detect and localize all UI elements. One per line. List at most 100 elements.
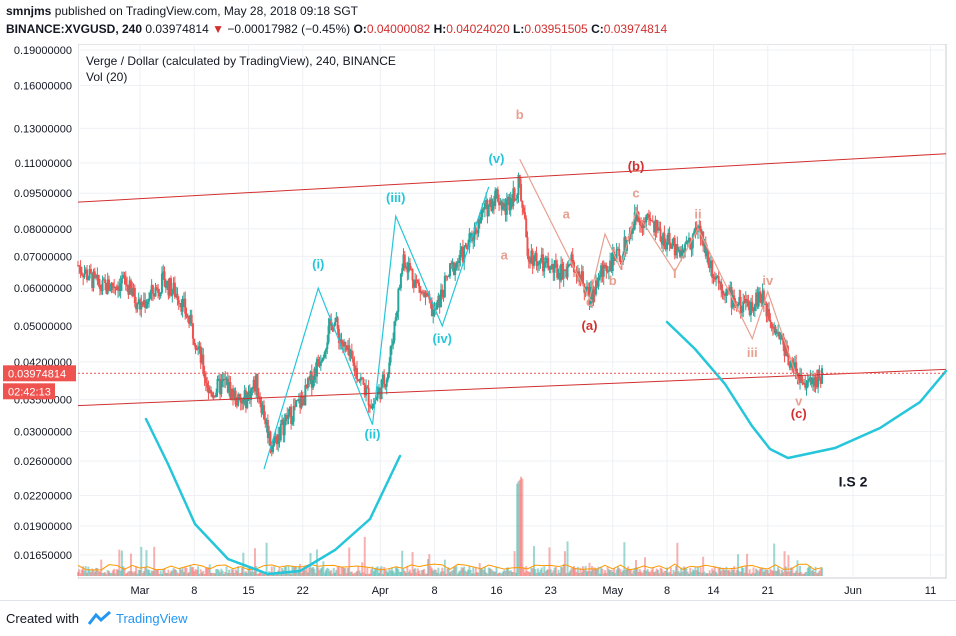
candle-body — [685, 240, 688, 244]
candle-body — [238, 394, 241, 398]
candle-body — [235, 404, 238, 406]
volume-bar — [142, 571, 145, 576]
candle-body — [733, 295, 736, 306]
volume-bar — [123, 567, 126, 576]
volume-bar — [775, 570, 778, 576]
candle-body — [313, 368, 316, 380]
volume-bar — [237, 566, 240, 576]
volume-bar — [512, 572, 515, 576]
volume-bar — [548, 547, 551, 576]
candle-body — [213, 395, 216, 397]
candle-body — [671, 245, 674, 249]
candle-body — [658, 227, 661, 229]
volume-bar — [526, 570, 529, 576]
volume-bar — [115, 569, 118, 576]
candle-body — [88, 269, 91, 279]
volume-bar — [737, 554, 740, 576]
plot-area[interactable] — [77, 44, 947, 579]
candle-body — [811, 378, 814, 385]
candle-body — [383, 374, 386, 385]
volume-bar — [706, 572, 709, 576]
candle-body — [325, 349, 327, 352]
volume-bar — [539, 569, 542, 576]
candle-body — [527, 255, 530, 262]
volume-bar — [821, 567, 823, 576]
volume-bar — [208, 564, 211, 576]
candle-body — [642, 221, 645, 229]
volume-bar — [77, 572, 79, 576]
volume-bar — [529, 572, 532, 576]
candle-body — [673, 237, 676, 256]
candle-body — [380, 379, 383, 400]
price-chart[interactable]: (i)(ii)(iii)(iv)(v)abac(a)bc(b)iiiiiiivv… — [0, 44, 956, 600]
volume-bar — [406, 565, 409, 576]
volume-bar — [421, 569, 424, 576]
volume-bar — [729, 571, 732, 576]
volume-bar — [176, 572, 179, 576]
candle-body — [274, 436, 277, 438]
candle-body — [801, 382, 804, 385]
candle-body — [632, 228, 635, 230]
volume-bar — [456, 573, 459, 576]
candle-body — [108, 279, 110, 291]
candle-body — [548, 267, 551, 270]
candle-body — [755, 292, 758, 305]
candle-body — [700, 231, 703, 239]
cup-curves — [144, 320, 948, 576]
candle-body — [487, 205, 490, 217]
candle-body — [118, 285, 121, 291]
candle-body — [182, 298, 185, 300]
volume-bar — [523, 572, 526, 576]
candle-body — [318, 363, 321, 366]
volume-bar — [275, 573, 278, 576]
volume-bar — [260, 572, 263, 576]
price-axis[interactable] — [0, 44, 78, 578]
candle-body — [427, 293, 430, 297]
volume-bar — [326, 567, 329, 576]
volume-bar — [645, 570, 648, 576]
candle-body — [582, 271, 585, 284]
candle-body — [314, 368, 317, 377]
x-tick-label: Jun — [844, 585, 862, 597]
publisher-name[interactable]: smnjms — [6, 4, 52, 18]
candle-body — [459, 250, 462, 261]
volume-bar — [251, 566, 254, 576]
tradingview-logo-icon[interactable] — [88, 610, 112, 626]
candle-body — [392, 340, 395, 346]
volume-bar — [656, 569, 659, 576]
candle-body — [109, 289, 112, 291]
y-tick-label: 0.05000000 — [14, 321, 72, 333]
candle-body — [398, 288, 401, 290]
candle-body — [248, 391, 251, 400]
candle-body — [748, 306, 751, 315]
volume-bar — [606, 567, 609, 576]
candle-body — [720, 281, 723, 291]
volume-bar — [632, 570, 635, 576]
candle-body — [660, 241, 663, 245]
volume-bar — [397, 568, 400, 576]
volume-bar — [314, 572, 317, 576]
candle-body — [132, 287, 135, 296]
candle-body — [508, 196, 511, 211]
wave-label: b — [609, 273, 617, 288]
volume-bar — [238, 573, 241, 576]
volume-bar — [198, 573, 201, 576]
volume-bar — [495, 567, 498, 576]
candle-body — [393, 321, 396, 341]
volume-bar — [160, 573, 163, 576]
symbol-line: BINANCE:XVGUSD, 240 0.03974814 ▼ −0.0001… — [6, 22, 667, 36]
volume-bar — [610, 569, 613, 576]
candle-body — [272, 445, 275, 453]
candle-body — [180, 302, 183, 312]
candle-body — [91, 272, 94, 288]
volume-bar — [339, 573, 342, 576]
candle-body — [78, 265, 81, 267]
candle-body — [766, 308, 769, 317]
candle-body — [526, 237, 529, 256]
candle-body — [129, 280, 132, 289]
tradingview-brand[interactable]: TradingView — [116, 611, 188, 626]
volume-bar — [79, 573, 82, 576]
volume-bar — [168, 573, 171, 576]
volume-bar — [774, 570, 777, 576]
volume-bar — [273, 566, 276, 576]
